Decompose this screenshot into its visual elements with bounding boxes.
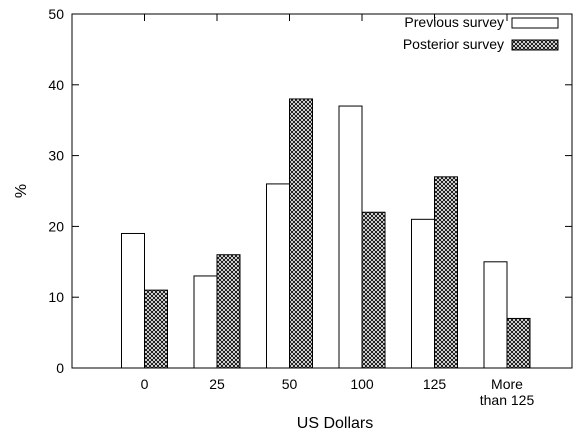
- bar-previous-survey: [266, 183, 290, 369]
- x-tick-label: 50: [282, 376, 298, 392]
- y-tick-label: 20: [48, 218, 64, 234]
- y-tick-label: 10: [48, 289, 64, 305]
- x-axis-label: US Dollars: [297, 415, 373, 432]
- x-tick-label: 25: [209, 376, 225, 392]
- x-tick-label: than 125: [480, 392, 535, 408]
- x-tick-label: 125: [423, 376, 447, 392]
- bar-posterior-survey: [434, 176, 458, 369]
- bar-previous-survey: [121, 232, 145, 369]
- bar-posterior-survey: [144, 289, 168, 369]
- y-tick-label: 0: [56, 360, 64, 376]
- legend-label-posterior-survey: Posterior survey: [403, 36, 504, 52]
- bar-posterior-survey: [289, 98, 313, 369]
- bar-previous-survey: [483, 261, 508, 369]
- bar-posterior-survey: [216, 254, 241, 369]
- legend: Previous survey Posterior survey: [403, 14, 559, 52]
- y-axis-label: %: [13, 184, 30, 198]
- plot-frame: [71, 13, 573, 369]
- x-tick-label: More: [491, 376, 523, 392]
- x-tick-label: 100: [350, 376, 374, 392]
- legend-swatch-posterior-survey: [511, 39, 559, 51]
- bar-previous-survey: [338, 105, 363, 369]
- legend-label-previous-survey: Previous survey: [404, 14, 504, 30]
- bar-previous-survey: [411, 218, 435, 369]
- y-tick-label: 40: [48, 77, 64, 93]
- y-tick-label: 50: [48, 6, 64, 22]
- y-tick-label: 30: [48, 148, 64, 164]
- bar-posterior-survey: [361, 211, 386, 369]
- bar-posterior-survey: [506, 317, 531, 369]
- bar-previous-survey: [193, 275, 218, 369]
- legend-swatch-previous-survey: [511, 17, 559, 29]
- x-tick-label: 0: [141, 376, 149, 392]
